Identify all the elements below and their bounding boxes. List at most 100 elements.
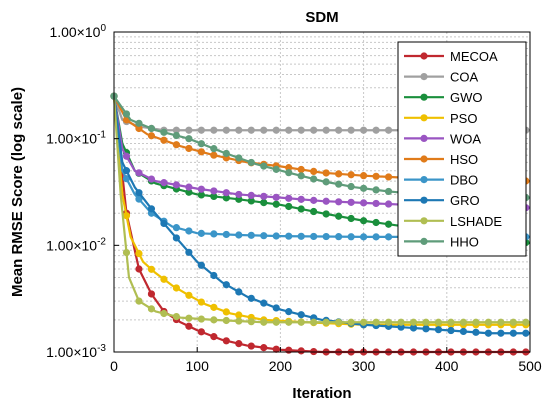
- series-point-gro: [222, 281, 230, 289]
- series-point-woa: [297, 195, 305, 203]
- series-point-gwo: [272, 200, 280, 208]
- legend-label-hho: HHO: [450, 234, 479, 249]
- legend-label-gwo: GWO: [450, 90, 483, 105]
- series-point-mecoa: [285, 346, 293, 354]
- series-point-hso: [322, 169, 330, 177]
- series-point-hho: [247, 158, 255, 167]
- series-point-mecoa: [297, 347, 305, 355]
- series-point-pso: [197, 298, 205, 306]
- series-point-lshade: [260, 318, 268, 326]
- series-point-dbo: [335, 233, 343, 241]
- series-point-pso: [185, 291, 193, 299]
- series-point-mecoa: [210, 333, 218, 341]
- series-point-dbo: [210, 230, 218, 238]
- series-point-hho: [285, 169, 293, 177]
- series-point-gro: [247, 294, 255, 302]
- legend-marker-gro: [420, 196, 428, 204]
- series-point-woa: [335, 198, 343, 206]
- x-tick-label: 100: [186, 358, 210, 374]
- x-tick-label: 500: [518, 358, 542, 374]
- series-point-gro: [197, 261, 205, 269]
- series-point-pso: [160, 275, 168, 283]
- series-lshade: [110, 92, 530, 326]
- chart-title: SDM: [305, 9, 338, 26]
- x-tick-label: 300: [352, 358, 376, 374]
- series-point-hso: [347, 171, 355, 179]
- series-point-hho: [272, 165, 280, 173]
- series-point-gro: [147, 205, 156, 213]
- series-point-coa: [310, 126, 318, 134]
- series-lines: [110, 92, 531, 356]
- series-point-gro: [447, 326, 455, 335]
- series-point-mecoa: [222, 337, 230, 345]
- series-point-lshade: [447, 318, 455, 326]
- series-point-gro: [422, 325, 430, 333]
- series-point-pso: [135, 249, 143, 258]
- series-point-hho: [185, 135, 193, 143]
- series-point-woa: [285, 194, 293, 202]
- series-point-hho: [310, 175, 318, 183]
- series-point-hso: [372, 172, 380, 180]
- series-point-hho: [147, 124, 156, 133]
- series-point-gro: [135, 189, 143, 197]
- series-point-gro: [484, 329, 493, 337]
- series-point-woa: [122, 152, 131, 160]
- series-point-coa: [335, 126, 343, 134]
- series-point-mecoa: [235, 340, 243, 348]
- series-point-coa: [372, 126, 380, 134]
- series-point-hho: [347, 182, 355, 191]
- series-point-coa: [297, 126, 305, 134]
- series-point-pso: [210, 303, 218, 311]
- series-point-woa: [372, 199, 380, 208]
- series-point-hho: [122, 110, 131, 118]
- series-point-lshade: [285, 318, 293, 326]
- y-tick-label: 1.00×10-2: [46, 236, 106, 253]
- series-point-woa: [185, 183, 193, 191]
- series-point-hho: [160, 128, 168, 136]
- series-point-lshade: [135, 297, 143, 305]
- series-point-mecoa: [185, 322, 193, 330]
- series-point-woa: [360, 199, 368, 207]
- series-point-gro: [272, 304, 280, 312]
- series-point-dbo: [285, 232, 293, 240]
- series-point-dbo: [260, 232, 268, 240]
- series-point-lshade: [422, 318, 430, 326]
- series-point-lshade: [360, 318, 368, 326]
- legend-marker-dbo: [420, 176, 428, 184]
- series-point-dbo: [310, 232, 318, 241]
- legend-label-woa: WOA: [450, 131, 481, 146]
- legend-marker-coa: [420, 73, 428, 81]
- series-point-woa: [172, 181, 180, 189]
- legend-marker-hso: [420, 155, 428, 163]
- x-axis-label: Iteration: [292, 385, 351, 402]
- legend: MECOA COA GWO PSO WOA HSO DBO GRO LSHADE HHO: [397, 41, 527, 257]
- legend-label-dbo: DBO: [450, 173, 478, 188]
- series-point-lshade: [147, 305, 156, 313]
- series-point-gwo: [335, 212, 343, 220]
- series-point-woa: [147, 175, 156, 183]
- series-point-coa: [260, 126, 268, 134]
- series-point-hso: [335, 170, 343, 178]
- legend-marker-woa: [420, 134, 428, 142]
- series-point-gwo: [285, 202, 293, 211]
- series-point-lshade: [222, 316, 230, 325]
- series-point-hho: [210, 145, 218, 153]
- series-point-gro: [122, 167, 131, 175]
- legend-label-coa: COA: [450, 70, 479, 85]
- series-point-lshade: [160, 309, 168, 318]
- series-point-dbo: [185, 227, 193, 235]
- series-point-dbo: [247, 231, 255, 239]
- series-point-dbo: [272, 232, 280, 240]
- series-point-gwo: [297, 205, 305, 213]
- series-point-dbo: [197, 229, 205, 237]
- series-point-pso: [122, 212, 131, 220]
- series-point-coa: [384, 126, 393, 134]
- axis-ticks: 0 100 200 300 400 500 1.00×10-3 1.00×10-2 1.00×1…: [46, 23, 542, 374]
- legend-label-lshade: LSHADE: [450, 214, 502, 229]
- series-point-hho: [360, 184, 368, 192]
- legend-label-gro: GRO: [450, 193, 480, 208]
- series-point-hho: [260, 162, 268, 170]
- series-point-woa: [197, 185, 205, 193]
- y-tick-label: 1.00×100: [49, 23, 106, 40]
- legend-marker-pso: [420, 114, 428, 122]
